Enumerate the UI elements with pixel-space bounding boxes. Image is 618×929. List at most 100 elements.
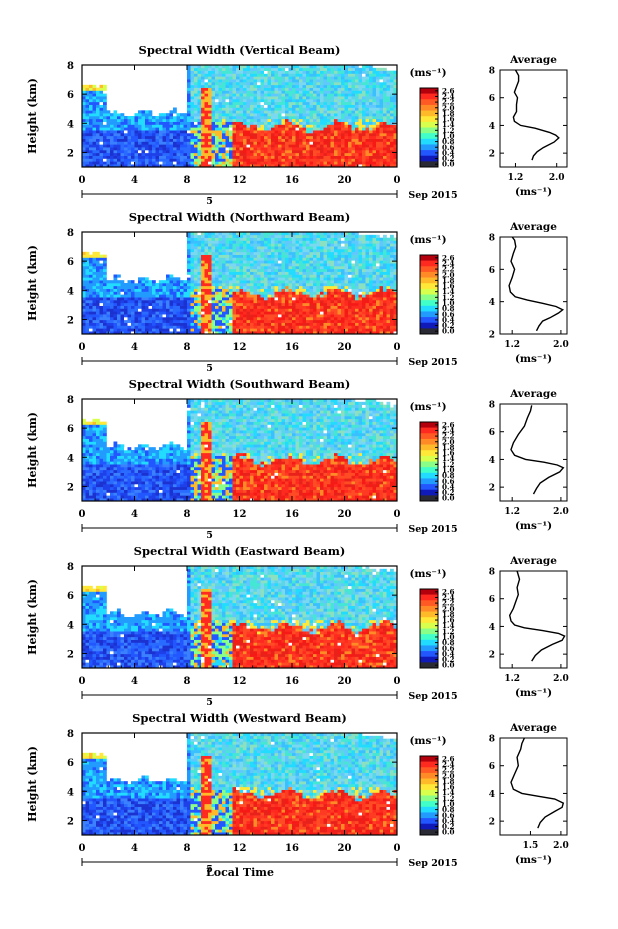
x-tick-label: 16 xyxy=(285,175,299,186)
day-label: 5 xyxy=(206,864,213,875)
y-axis-label: Height (km) xyxy=(26,746,39,822)
x-tick-label: 8 xyxy=(184,843,191,854)
colorbar-swatch xyxy=(420,88,438,94)
colorbar-swatch xyxy=(420,288,438,295)
colorbar-swatch xyxy=(420,761,438,768)
colorbar-swatch xyxy=(420,116,438,123)
colorbar-swatch xyxy=(420,639,438,646)
y-tick-label: 8 xyxy=(67,61,74,72)
y-axis-label: Height (km) xyxy=(26,245,39,321)
colorbar-swatch xyxy=(420,801,438,808)
colorbar-tick-label: 1.6 xyxy=(442,282,455,291)
day-label: 5 xyxy=(206,196,213,207)
colorbar-tick-label: 0.2 xyxy=(442,655,455,664)
colorbar-tick-label: 1.6 xyxy=(442,115,455,124)
x-tick-label: 8 xyxy=(184,509,191,520)
colorbar-swatch xyxy=(420,99,438,106)
x-tick-label: 4 xyxy=(131,509,138,520)
colorbar xyxy=(420,422,438,502)
y-tick-label: 8 xyxy=(67,729,74,740)
colorbar-tick-label: 2.4 xyxy=(442,593,455,602)
heatmap-cells xyxy=(82,566,398,669)
average-x-tick-label: 2.0 xyxy=(553,340,569,350)
colorbar-tick-label: 1.4 xyxy=(442,120,455,129)
average-y-tick-label: 4 xyxy=(489,122,495,132)
y-tick-label: 4 xyxy=(67,787,74,798)
colorbar-swatch xyxy=(420,121,438,128)
colorbar-tick-label: 1.0 xyxy=(442,632,455,641)
colorbar-swatch xyxy=(420,150,438,157)
colorbar-tick-label: 1.0 xyxy=(442,131,455,140)
colorbar-tick-label: 2.0 xyxy=(442,604,455,613)
colorbar-tick-label: 0.4 xyxy=(442,482,455,491)
beam-panel: Spectral Width (Northward Beam) Height (k… xyxy=(0,210,618,376)
x-tick-label: 8 xyxy=(184,175,191,186)
colorbar-tick-label: 0.0 xyxy=(442,160,455,169)
colorbar-swatch xyxy=(420,161,438,168)
colorbar-tick-label: 2.2 xyxy=(442,432,455,441)
average-x-label: (ms⁻¹) xyxy=(515,186,552,198)
colorbar-swatch xyxy=(420,133,438,140)
colorbar-tick-label: 0.8 xyxy=(442,805,455,814)
y-tick-label: 4 xyxy=(67,453,74,464)
y-tick-label: 6 xyxy=(67,257,74,268)
average-frame xyxy=(499,737,568,836)
y-tick-label: 8 xyxy=(67,228,74,239)
x-tick-label: 0 xyxy=(79,509,86,520)
colorbar-swatch xyxy=(420,478,438,485)
average-profile-line xyxy=(510,405,565,495)
y-tick-label: 4 xyxy=(67,286,74,297)
colorbar-swatch xyxy=(420,144,438,151)
y-tick-label: 6 xyxy=(67,90,74,101)
colorbar-swatch xyxy=(420,589,438,595)
average-x-label: (ms⁻¹) xyxy=(515,854,552,866)
colorbar-tick-label: 2.2 xyxy=(442,766,455,775)
average-x-tick-label: 1.2 xyxy=(504,507,520,517)
x-tick-label: 16 xyxy=(285,342,299,353)
colorbar-tick-label: 0.4 xyxy=(442,148,455,157)
colorbar xyxy=(420,88,438,168)
colorbar-tick-label: 2.6 xyxy=(442,420,455,429)
colorbar-swatch xyxy=(420,634,438,641)
average-profile-line xyxy=(508,236,565,332)
colorbar-swatch xyxy=(420,467,438,474)
x-tick-label: 0 xyxy=(394,843,401,854)
colorbar-unit-label: (ms⁻¹) xyxy=(409,568,446,580)
colorbar-swatch xyxy=(420,772,438,779)
average-y-tick-label: 2 xyxy=(489,484,495,494)
colorbar-swatch xyxy=(420,489,438,496)
colorbar-swatch xyxy=(420,271,438,278)
colorbar-swatch xyxy=(420,600,438,607)
colorbar-tick-label: 0.0 xyxy=(442,828,455,837)
average-y-tick-label: 4 xyxy=(489,790,495,800)
colorbar-tick-label: 1.2 xyxy=(442,627,455,636)
x-tick-label: 0 xyxy=(394,342,401,353)
colorbar-unit-label: (ms⁻¹) xyxy=(409,735,446,747)
colorbar-swatch xyxy=(420,427,438,434)
day-label: 5 xyxy=(206,697,213,708)
x-tick-label: 12 xyxy=(233,843,247,854)
colorbar-tick-label: 2.4 xyxy=(442,760,455,769)
colorbar-tick-label: 1.2 xyxy=(442,126,455,135)
average-x-tick-label: 2.0 xyxy=(553,507,569,517)
colorbar xyxy=(420,756,438,836)
panel-title: Spectral Width (Southward Beam) xyxy=(129,377,351,391)
x-tick-label: 0 xyxy=(394,175,401,186)
colorbar-swatch xyxy=(420,93,438,100)
colorbar xyxy=(420,255,438,335)
colorbar-tick-label: 1.6 xyxy=(442,783,455,792)
colorbar-tick-label: 0.2 xyxy=(442,822,455,831)
x-tick-label: 16 xyxy=(285,676,299,687)
colorbar-swatch xyxy=(420,662,438,669)
average-y-tick-label: 4 xyxy=(489,623,495,633)
panel-title: Spectral Width (Vertical Beam) xyxy=(139,43,341,57)
colorbar-swatch xyxy=(420,260,438,267)
colorbar-swatch xyxy=(420,611,438,618)
colorbar-tick-label: 1.0 xyxy=(442,298,455,307)
colorbar-tick-label: 0.6 xyxy=(442,310,455,319)
panel-title: Spectral Width (Eastward Beam) xyxy=(134,544,346,558)
average-y-tick-label: 6 xyxy=(489,266,495,276)
x-tick-label: 0 xyxy=(79,175,86,186)
x-tick-label: 4 xyxy=(131,843,138,854)
beam-panel: Spectral Width (Southward Beam) Height (k… xyxy=(0,377,618,543)
